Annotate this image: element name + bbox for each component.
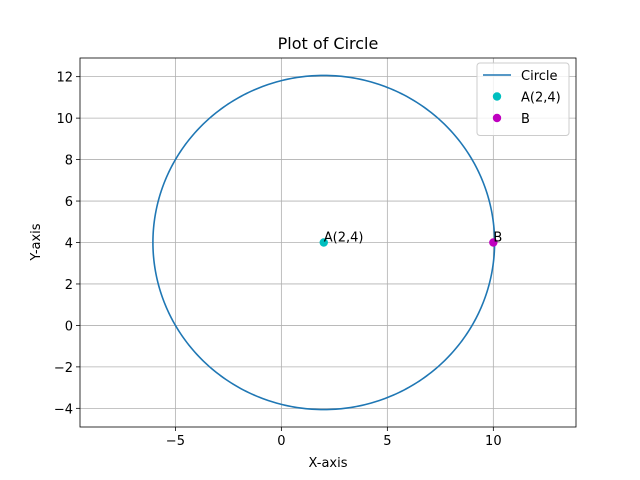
y-tick-label: 12 bbox=[56, 71, 73, 86]
y-tick-label: 2 bbox=[65, 278, 73, 293]
legend-entry-label: Circle bbox=[521, 69, 558, 84]
legend: Circle A(2,4) B bbox=[476, 62, 570, 136]
y-tick-label: 8 bbox=[65, 154, 73, 169]
circle-series-line bbox=[152, 74, 496, 411]
x-tick-label: −5 bbox=[166, 434, 185, 449]
legend-marker-swatch bbox=[492, 113, 502, 123]
scatter-point-2 bbox=[489, 238, 498, 247]
y-tick-label: 6 bbox=[65, 195, 73, 210]
x-tick-label: 10 bbox=[485, 434, 502, 449]
legend-entry-label: B bbox=[521, 112, 530, 127]
y-tick-label: −4 bbox=[54, 402, 73, 417]
y-tick-label: −2 bbox=[54, 361, 73, 376]
y-tick-label: 4 bbox=[65, 237, 73, 252]
x-axis-label: X-axis bbox=[309, 456, 348, 471]
ticks: −5 0 5 10 −4 −2 0 2 4 6 8 10 12 bbox=[54, 71, 502, 449]
grid bbox=[80, 58, 576, 427]
chart-title: Plot of Circle bbox=[278, 34, 379, 53]
y-tick-label: 0 bbox=[65, 319, 73, 334]
annotation-label: B bbox=[493, 231, 502, 246]
x-tick-label: 5 bbox=[383, 434, 391, 449]
x-tick-label: 0 bbox=[277, 434, 285, 449]
legend-entry-label: A(2,4) bbox=[521, 91, 561, 106]
scatter-point-1 bbox=[319, 238, 328, 247]
annotation-label: A(2,4) bbox=[324, 231, 364, 246]
legend-marker-swatch bbox=[492, 92, 502, 101]
plot-content: A(2,4) B bbox=[152, 74, 502, 411]
y-tick-label: 10 bbox=[56, 112, 73, 127]
y-axis-label: Y-axis bbox=[29, 223, 44, 261]
